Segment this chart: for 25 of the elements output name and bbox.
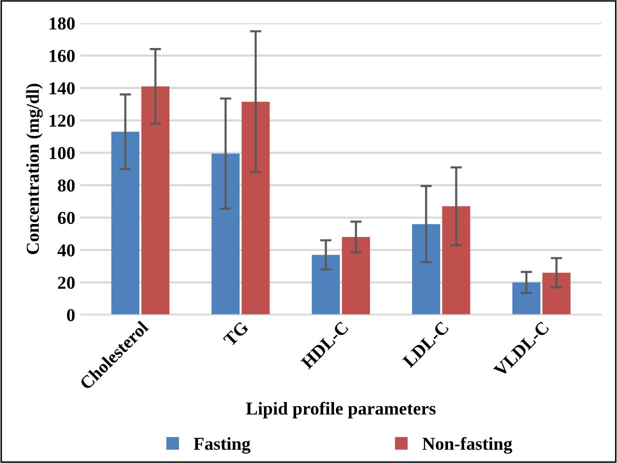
bar [312, 254, 340, 315]
y-tick-label: 160 [50, 50, 75, 62]
y-tick-label: 100 [50, 147, 75, 160]
bar [212, 154, 240, 315]
x-axis-title: Lipid profile parameters [246, 402, 436, 418]
bar [111, 132, 140, 315]
bar [542, 272, 570, 315]
legend-label: Non-fasting [422, 436, 512, 454]
y-tick-label: 120 [50, 114, 75, 127]
bar [141, 86, 170, 315]
x-tick-label: TG [222, 320, 250, 347]
bar [412, 224, 440, 315]
y-tick-label: 80 [58, 179, 75, 192]
y-tick-label: 60 [58, 212, 75, 224]
bar [512, 282, 540, 315]
y-tick-label: 40 [58, 244, 75, 256]
y-tick-label: 0 [67, 309, 75, 322]
y-tick-label: 20 [58, 276, 75, 289]
y-tick-label: 140 [50, 82, 75, 94]
y-tick-label: 180 [50, 17, 75, 30]
bar [242, 102, 270, 315]
bar [442, 206, 470, 315]
y-axis-title: Concentration (mg/dl) [26, 84, 43, 254]
legend-label: Fasting [194, 437, 250, 454]
bar [342, 237, 370, 315]
